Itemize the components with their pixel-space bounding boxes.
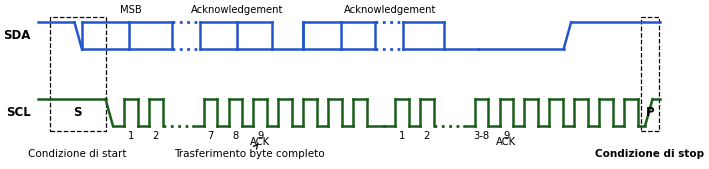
Text: Acknowledgement: Acknowledgement: [344, 5, 437, 15]
Text: 1: 1: [399, 131, 406, 141]
Text: 7: 7: [208, 131, 214, 141]
Text: 2: 2: [424, 131, 430, 141]
Text: ACK: ACK: [496, 137, 517, 147]
Text: 8: 8: [233, 131, 238, 141]
Text: Acknowledgement: Acknowledgement: [191, 5, 284, 15]
Text: Condizione di start: Condizione di start: [28, 149, 127, 159]
Text: MSB: MSB: [120, 5, 142, 15]
Text: S: S: [73, 106, 82, 119]
Text: Trasferimento byte completo: Trasferimento byte completo: [174, 144, 325, 159]
Text: 3-8: 3-8: [474, 131, 490, 141]
Text: 9: 9: [503, 131, 510, 141]
Text: SCL: SCL: [6, 106, 31, 119]
Text: Condizione di stop: Condizione di stop: [596, 149, 705, 159]
Text: ACK: ACK: [250, 137, 270, 147]
Text: SDA: SDA: [4, 29, 31, 42]
Text: 9: 9: [257, 131, 264, 141]
Text: P: P: [646, 106, 654, 119]
Text: 2: 2: [152, 131, 159, 141]
Text: 1: 1: [128, 131, 134, 141]
